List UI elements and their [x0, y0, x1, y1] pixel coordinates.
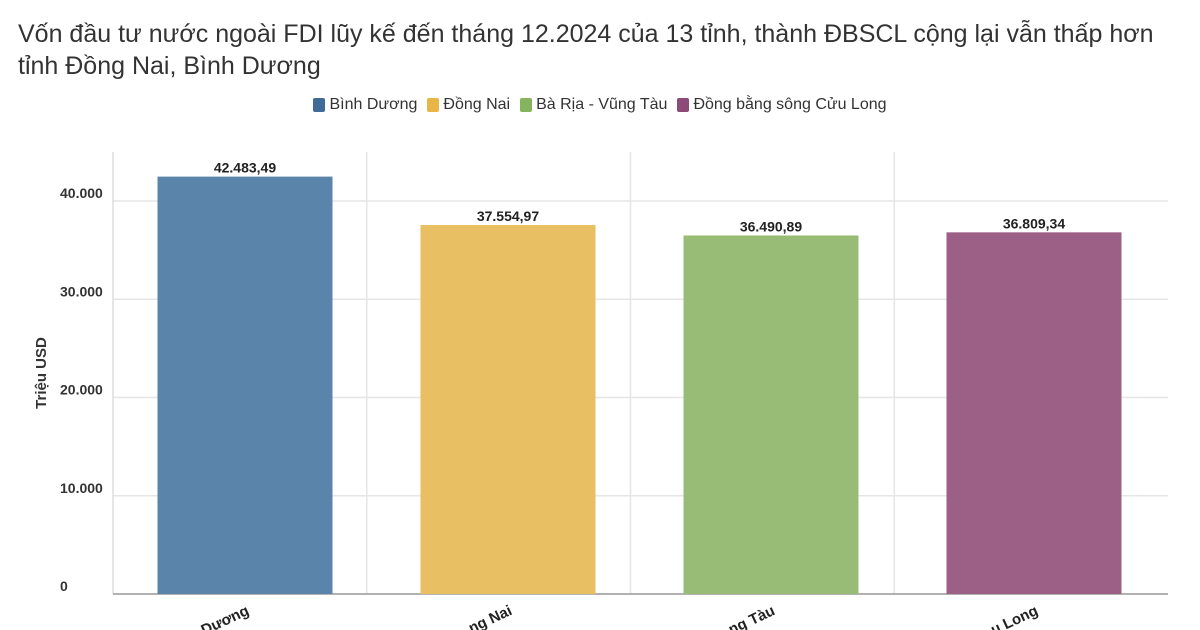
legend-item[interactable]: Đồng Nai	[427, 96, 510, 114]
x-tick-label: ng Nai	[466, 602, 515, 630]
y-tick-label: 40.000	[60, 185, 103, 201]
y-axis-title: Triệu USD	[33, 337, 50, 409]
legend-swatch	[313, 98, 326, 112]
legend-label: Đồng Nai	[443, 96, 511, 113]
bar-value-label: 36.490,89	[740, 218, 802, 234]
legend-label: Bình Dương	[329, 96, 418, 113]
y-tick-label: 20.000	[60, 382, 103, 398]
chart-title: Vốn đầu tư nước ngoài FDI lũy kế đến thá…	[18, 20, 1154, 80]
legend-item[interactable]: Bà Rịa - Vũng Tàu	[520, 96, 667, 114]
y-tick-label: 0	[60, 578, 68, 594]
legend-swatch	[520, 98, 533, 112]
legend-swatch	[427, 98, 440, 112]
y-tick-label: 10.000	[60, 480, 103, 496]
y-tick-label: 30.000	[60, 283, 103, 299]
bar-value-label: 37.554,97	[477, 208, 539, 224]
legend-item[interactable]: Bình Dương	[313, 96, 417, 114]
bar	[157, 176, 333, 594]
legend-label: Đồng bằng sông Cửu Long	[693, 96, 887, 113]
legend-item[interactable]: Đồng bằng sông Cửu Long	[677, 96, 887, 114]
bar	[683, 235, 859, 595]
x-tick-label: u Long	[988, 602, 1040, 630]
legend-label: Bà Rịa - Vũng Tàu	[536, 96, 668, 113]
bar	[420, 225, 596, 595]
chart-legend: Bình Dương Đồng Nai Bà Rịa - Vũng Tàu Đồng …	[0, 96, 1200, 114]
x-tick-label: Dương	[199, 602, 252, 630]
legend-swatch	[677, 98, 690, 112]
x-tick-label: ng Tàu	[726, 602, 778, 630]
bar	[946, 232, 1122, 594]
bar-value-label: 42.483,49	[214, 160, 276, 176]
bar-value-label: 36.809,34	[1003, 215, 1065, 231]
